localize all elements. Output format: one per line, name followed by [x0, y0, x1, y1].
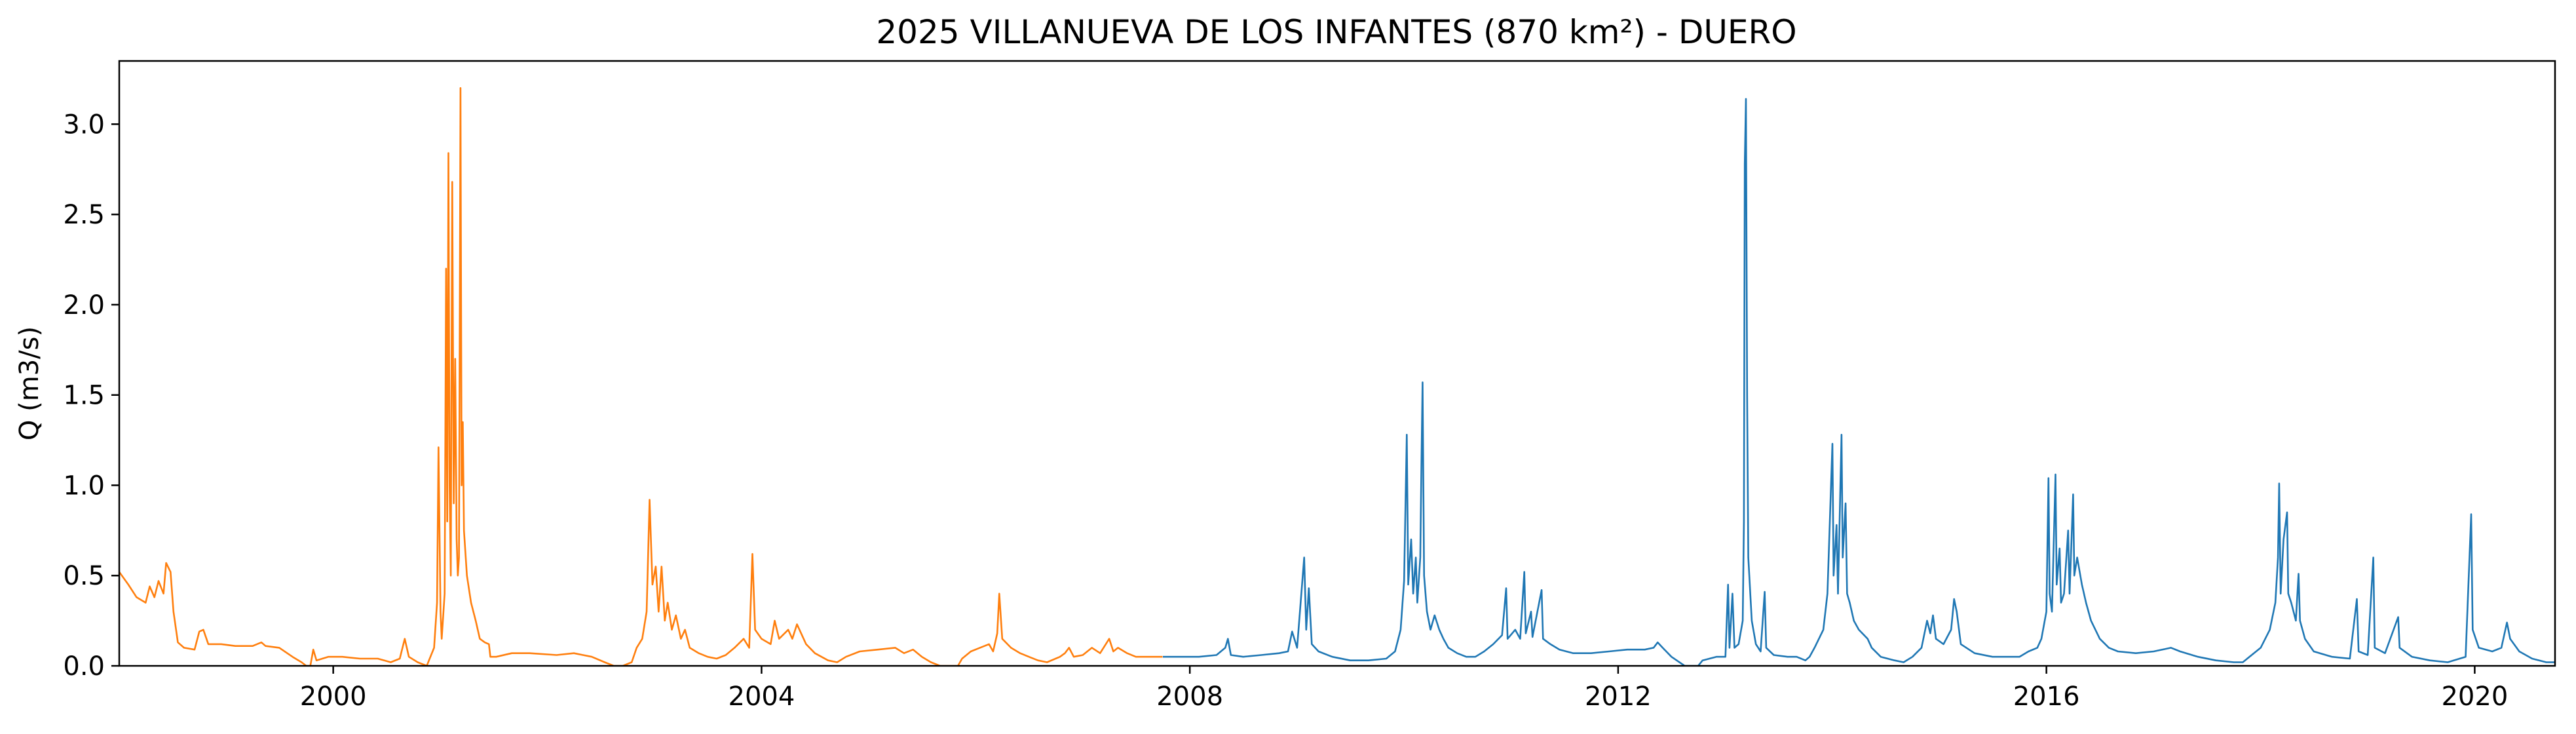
x-tick-label: 2020 — [2441, 682, 2508, 712]
y-axis-label: Q (m3/s) — [14, 326, 45, 440]
y-tick-label: 0.0 — [63, 651, 105, 682]
chart-title: 2025 VILLANUEVA DE LOS INFANTES (870 km²… — [876, 13, 1796, 51]
y-tick-label: 3.0 — [63, 109, 105, 140]
x-axis: 2000 2004 2008 2012 2016 2020 — [300, 666, 2508, 712]
y-tick-label: 2.5 — [63, 200, 105, 230]
x-tick-label: 2016 — [2013, 682, 2080, 712]
y-tick-label: 2.0 — [63, 290, 105, 320]
y-axis: 0.0 0.5 1.0 1.5 2.0 2.5 3.0 — [63, 109, 119, 682]
x-tick-label: 2000 — [300, 682, 367, 712]
y-tick-label: 1.0 — [63, 471, 105, 501]
plot-frame — [118, 60, 2556, 667]
x-tick-label: 2008 — [1156, 682, 1223, 712]
x-tick-label: 2012 — [1585, 682, 1652, 712]
x-tick-label: 2004 — [729, 682, 795, 712]
series-line-2 — [1163, 98, 2555, 666]
y-tick-label: 1.5 — [63, 381, 105, 411]
y-tick-label: 0.5 — [63, 561, 105, 591]
